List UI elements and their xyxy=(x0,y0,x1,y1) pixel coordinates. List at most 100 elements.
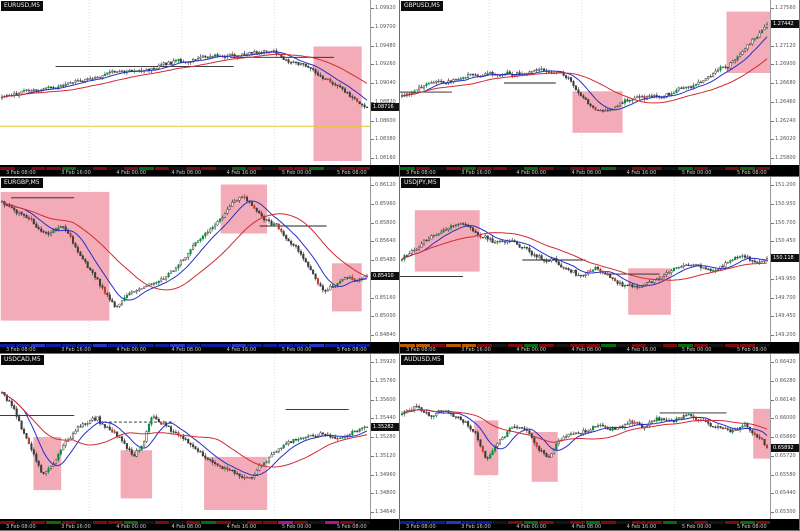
period-segment xyxy=(662,344,678,347)
time-axis[interactable]: 3 Feb 08:00 3 Feb 16:00 4 Feb 00:00 4 Feb 0… xyxy=(400,342,799,353)
chart-panel-3[interactable]: 0.861200.859600.858000.856400.854800.853… xyxy=(0,177,400,354)
axis-tick xyxy=(371,316,374,318)
price-label: 1.25800 xyxy=(775,155,796,161)
price-chart[interactable] xyxy=(400,354,771,520)
period-segment xyxy=(631,521,647,524)
time-label: 5 Feb 08:00 xyxy=(737,524,767,530)
chart-panel-2[interactable]: 1.275601.273401.271201.269001.266801.264… xyxy=(400,0,800,177)
period-segment xyxy=(678,167,693,170)
time-label: 4 Feb 16:00 xyxy=(226,524,257,530)
period-segment xyxy=(693,167,709,170)
time-axis[interactable]: 3 Feb 08:00 3 Feb 16:00 4 Feb 00:00 4 Feb 0… xyxy=(400,519,799,530)
period-segment xyxy=(508,344,523,347)
axis-tick xyxy=(771,512,774,513)
current-price-marker: 150.118 xyxy=(771,254,799,263)
period-segment xyxy=(108,521,123,524)
period-segment xyxy=(61,167,77,170)
axis-tick xyxy=(371,362,374,363)
price-label: 0.66420 xyxy=(775,359,796,365)
period-segment xyxy=(446,344,461,347)
time-label: 5 Feb 08:00 xyxy=(337,347,367,353)
period-segment xyxy=(740,521,755,524)
time-axis[interactable]: 3 Feb 08:00 3 Feb 16:00 4 Feb 00:00 4 Feb 0… xyxy=(0,165,399,176)
period-segment xyxy=(324,521,340,524)
price-label: 0.85000 xyxy=(375,313,396,320)
period-segment xyxy=(92,521,108,524)
symbol-label: USDCAD,M5 xyxy=(1,355,44,365)
period-segment xyxy=(570,521,585,524)
time-axis[interactable]: 3 Feb 08:00 3 Feb 16:00 4 Feb 00:00 4 Feb 0… xyxy=(0,342,399,353)
period-segment xyxy=(185,344,200,347)
chart-panel-5[interactable]: 1.35920 1.35760 1.35600 1.35440 1.35280 1.351… xyxy=(0,354,400,531)
period-segment xyxy=(123,521,139,524)
axis-tick xyxy=(771,455,774,457)
price-label: 1.35280 xyxy=(375,434,396,440)
price-chart[interactable] xyxy=(0,354,371,520)
price-label: 1.27120 xyxy=(775,42,796,49)
time-label: 4 Feb 16:00 xyxy=(626,524,657,530)
period-segment xyxy=(340,344,355,347)
time-axis[interactable]: 3 Feb 08:00 3 Feb 16:00 4 Feb 00:00 4 Feb 0… xyxy=(0,519,399,530)
period-segment xyxy=(539,167,554,170)
period-segment xyxy=(461,167,477,170)
price-label: 1.35920 xyxy=(375,359,396,365)
period-segment xyxy=(15,344,30,347)
period-segment xyxy=(755,167,770,170)
period-segment xyxy=(477,344,492,347)
price-axis[interactable]: 151.200150.950150.700150.450150.200149.9… xyxy=(770,177,799,343)
time-label: 3 Feb 08:00 xyxy=(6,170,36,176)
axis-tick xyxy=(771,139,774,141)
period-segment xyxy=(123,167,139,170)
period-segment xyxy=(46,521,61,524)
period-segment xyxy=(0,521,15,524)
price-label: 0.66280 xyxy=(775,377,796,384)
time-label: 5 Feb 00:00 xyxy=(681,524,712,530)
time-label: 4 Feb 00:00 xyxy=(516,347,546,353)
axis-tick xyxy=(371,455,374,457)
period-segment xyxy=(170,167,185,170)
time-label: 3 Feb 16:00 xyxy=(61,524,91,530)
price-axis[interactable]: 1.35920 1.35760 1.35600 1.35440 1.35280 1.351… xyxy=(370,354,399,520)
period-segment xyxy=(400,521,415,524)
period-segment xyxy=(508,521,523,524)
time-axis[interactable]: 3 Feb 08:00 3 Feb 16:00 4 Feb 00:00 4 Feb 0… xyxy=(400,165,799,176)
time-label: 3 Feb 08:00 xyxy=(406,524,436,530)
chart-panel-4[interactable]: 151.200150.950150.700150.450150.200149.9… xyxy=(400,177,800,354)
price-label: 1.27560 xyxy=(775,5,796,11)
time-label: 5 Feb 00:00 xyxy=(681,347,712,353)
chart-panel-6[interactable]: 0.66420 0.66280 0.66140 0.66000 0.65860 0.657… xyxy=(400,354,800,531)
price-axis[interactable]: 0.861200.859600.858000.856400.854800.853… xyxy=(370,177,399,343)
chart-panel-1[interactable]: 1.09920 1.09700 1.09480 1.09260 1.09040 1.088… xyxy=(0,0,400,177)
period-segment xyxy=(585,521,600,524)
current-price-marker: 1.27442 xyxy=(771,20,799,29)
price-label: 0.66140 xyxy=(775,396,796,403)
period-segment xyxy=(340,167,355,170)
time-label: 4 Feb 16:00 xyxy=(226,170,257,176)
price-axis[interactable]: 1.09920 1.09700 1.09480 1.09260 1.09040 1.088… xyxy=(370,0,399,166)
axis-tick xyxy=(371,203,374,205)
period-segment xyxy=(108,167,123,170)
price-chart[interactable] xyxy=(400,0,771,166)
period-segment xyxy=(201,521,216,524)
price-label: 1.08160 xyxy=(375,155,396,161)
period-segment xyxy=(647,344,662,347)
period-segment xyxy=(247,167,262,170)
period-segment xyxy=(201,344,216,347)
price-axis[interactable]: 1.275601.273401.271201.269001.266801.264… xyxy=(770,0,799,166)
price-label: 150.700 xyxy=(775,219,796,226)
period-segment xyxy=(585,344,600,347)
time-label: 5 Feb 08:00 xyxy=(337,524,367,530)
price-axis[interactable]: 0.66420 0.66280 0.66140 0.66000 0.65860 0.657… xyxy=(770,354,799,520)
axis-tick xyxy=(371,474,374,476)
period-segment xyxy=(631,344,647,347)
price-label: 0.65580 xyxy=(775,471,796,478)
time-label: 5 Feb 08:00 xyxy=(337,170,367,176)
price-chart[interactable] xyxy=(400,177,771,343)
price-label: 0.65720 xyxy=(775,452,796,459)
time-label: 5 Feb 00:00 xyxy=(681,170,712,176)
price-chart[interactable] xyxy=(0,177,371,343)
price-label: 1.26460 xyxy=(775,98,796,105)
axis-tick xyxy=(371,260,374,261)
price-chart[interactable] xyxy=(0,0,371,166)
period-segment xyxy=(139,344,154,347)
